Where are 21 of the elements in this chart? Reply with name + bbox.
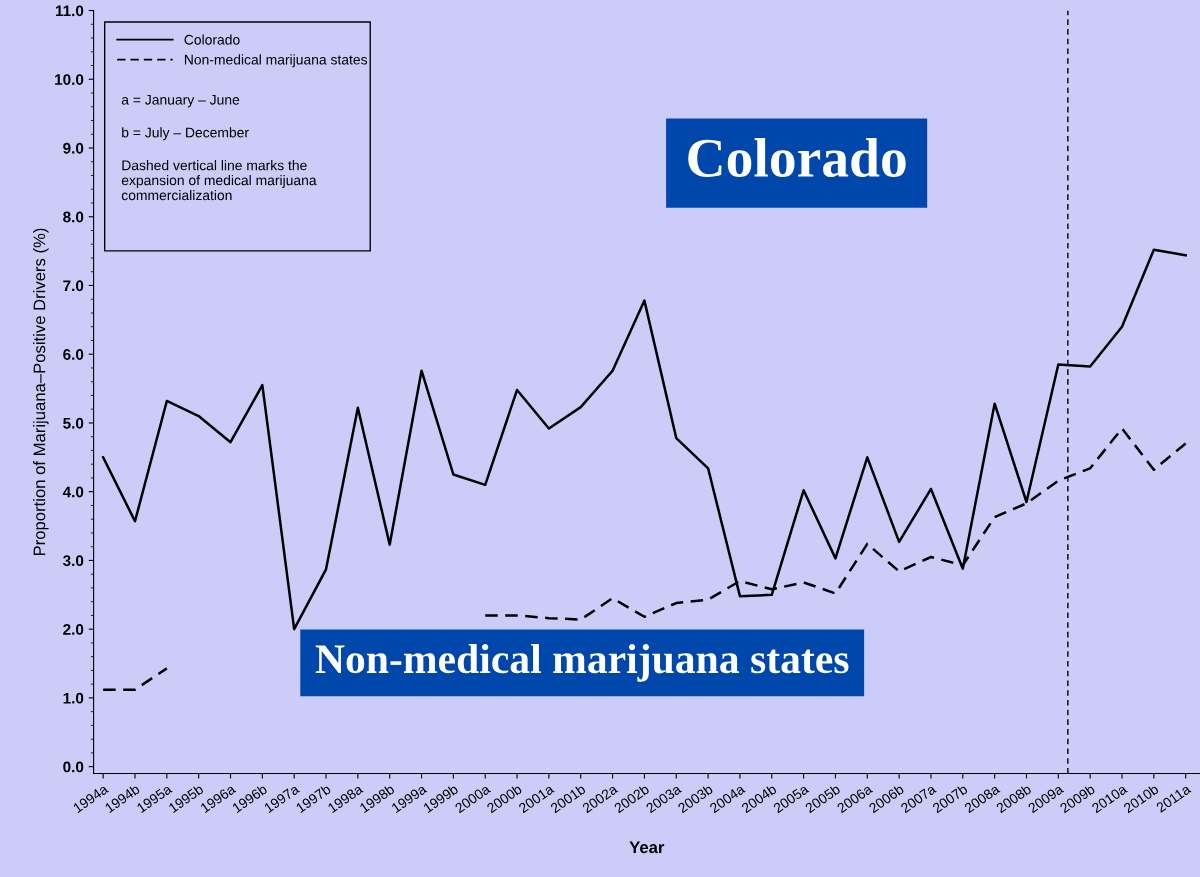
y-tick-label: 11.0 — [55, 5, 84, 17]
y-tick-label: 1.0 — [63, 692, 84, 704]
y-tick-label: 3.0 — [62, 555, 84, 567]
annotation: Non-medical marijuana states — [315, 643, 849, 682]
y-tick-label: 6.0 — [63, 349, 84, 360]
y-tick-label: 7.0 — [63, 280, 84, 292]
y-tick-label: 2.0 — [63, 624, 84, 635]
annotation: Dashed vertical line marks the expansion of medical marijuana commercialization — [121, 160, 317, 201]
y-tick-label: 0.0 — [63, 761, 84, 773]
annotation: a = January – June — [121, 94, 240, 108]
y-tick-label: 8.0 — [63, 211, 84, 223]
y-tick-label: 9.0 — [63, 142, 84, 154]
y-tick-label: 10.0 — [55, 74, 84, 85]
y-tick-label: 4.0 — [62, 486, 84, 498]
annotation: b = July – December — [122, 127, 249, 141]
legend-label: Colorado — [184, 34, 240, 45]
annotation: Colorado — [688, 137, 906, 178]
x-axis-title: Year — [629, 841, 665, 854]
y-axis-title: Proportion of Marijuana–Positive Drivers (%) — [33, 228, 49, 556]
y-tick-label: 5.0 — [63, 417, 84, 429]
legend-label: Non-medical marijuana states — [184, 54, 368, 68]
